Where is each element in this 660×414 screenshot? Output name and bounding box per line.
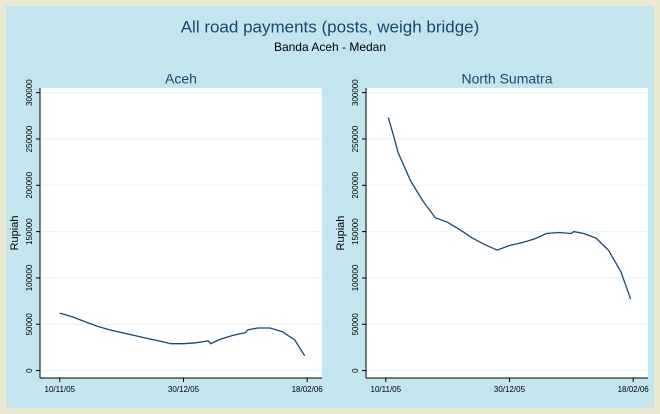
- y-tick-label: 200000: [351, 171, 360, 198]
- plot-area: [40, 88, 322, 378]
- x-tick-label: 10/11/05: [45, 385, 76, 394]
- chart-subtitle: Banda Aceh - Medan: [274, 40, 386, 54]
- x-tick-label: 10/11/05: [371, 385, 402, 394]
- y-tick-label: 300000: [25, 79, 34, 106]
- panel-title: North Sumatra: [461, 71, 552, 87]
- x-tick-label: 30/12/05: [168, 385, 200, 394]
- data-line: [59, 312, 306, 357]
- data-line: [387, 117, 632, 300]
- y-tick-label: 150000: [25, 218, 34, 245]
- y-tick-label: 50000: [25, 313, 34, 336]
- y-axis-title: Rupiah: [335, 216, 347, 251]
- y-axis-title: Rupiah: [9, 216, 21, 251]
- y-tick-label: 50000: [351, 313, 360, 336]
- x-tick-label: 18/02/06: [292, 385, 324, 394]
- x-tick-label: 30/12/05: [494, 385, 526, 394]
- x-tick-label: 18/02/06: [618, 385, 650, 394]
- y-tick-label: 0: [351, 368, 360, 373]
- plot-area: [366, 88, 648, 378]
- y-tick-label: 150000: [351, 218, 360, 245]
- y-tick-label: 300000: [351, 79, 360, 106]
- y-tick-label: 100000: [351, 264, 360, 291]
- y-tick-label: 200000: [25, 171, 34, 198]
- y-tick-label: 250000: [25, 125, 34, 152]
- panel-title: Aceh: [165, 71, 197, 87]
- y-tick-label: 100000: [25, 264, 34, 291]
- y-tick-label: 250000: [351, 125, 360, 152]
- chart-title: All road payments (posts, weigh bridge): [181, 17, 480, 36]
- y-tick-label: 0: [25, 368, 34, 373]
